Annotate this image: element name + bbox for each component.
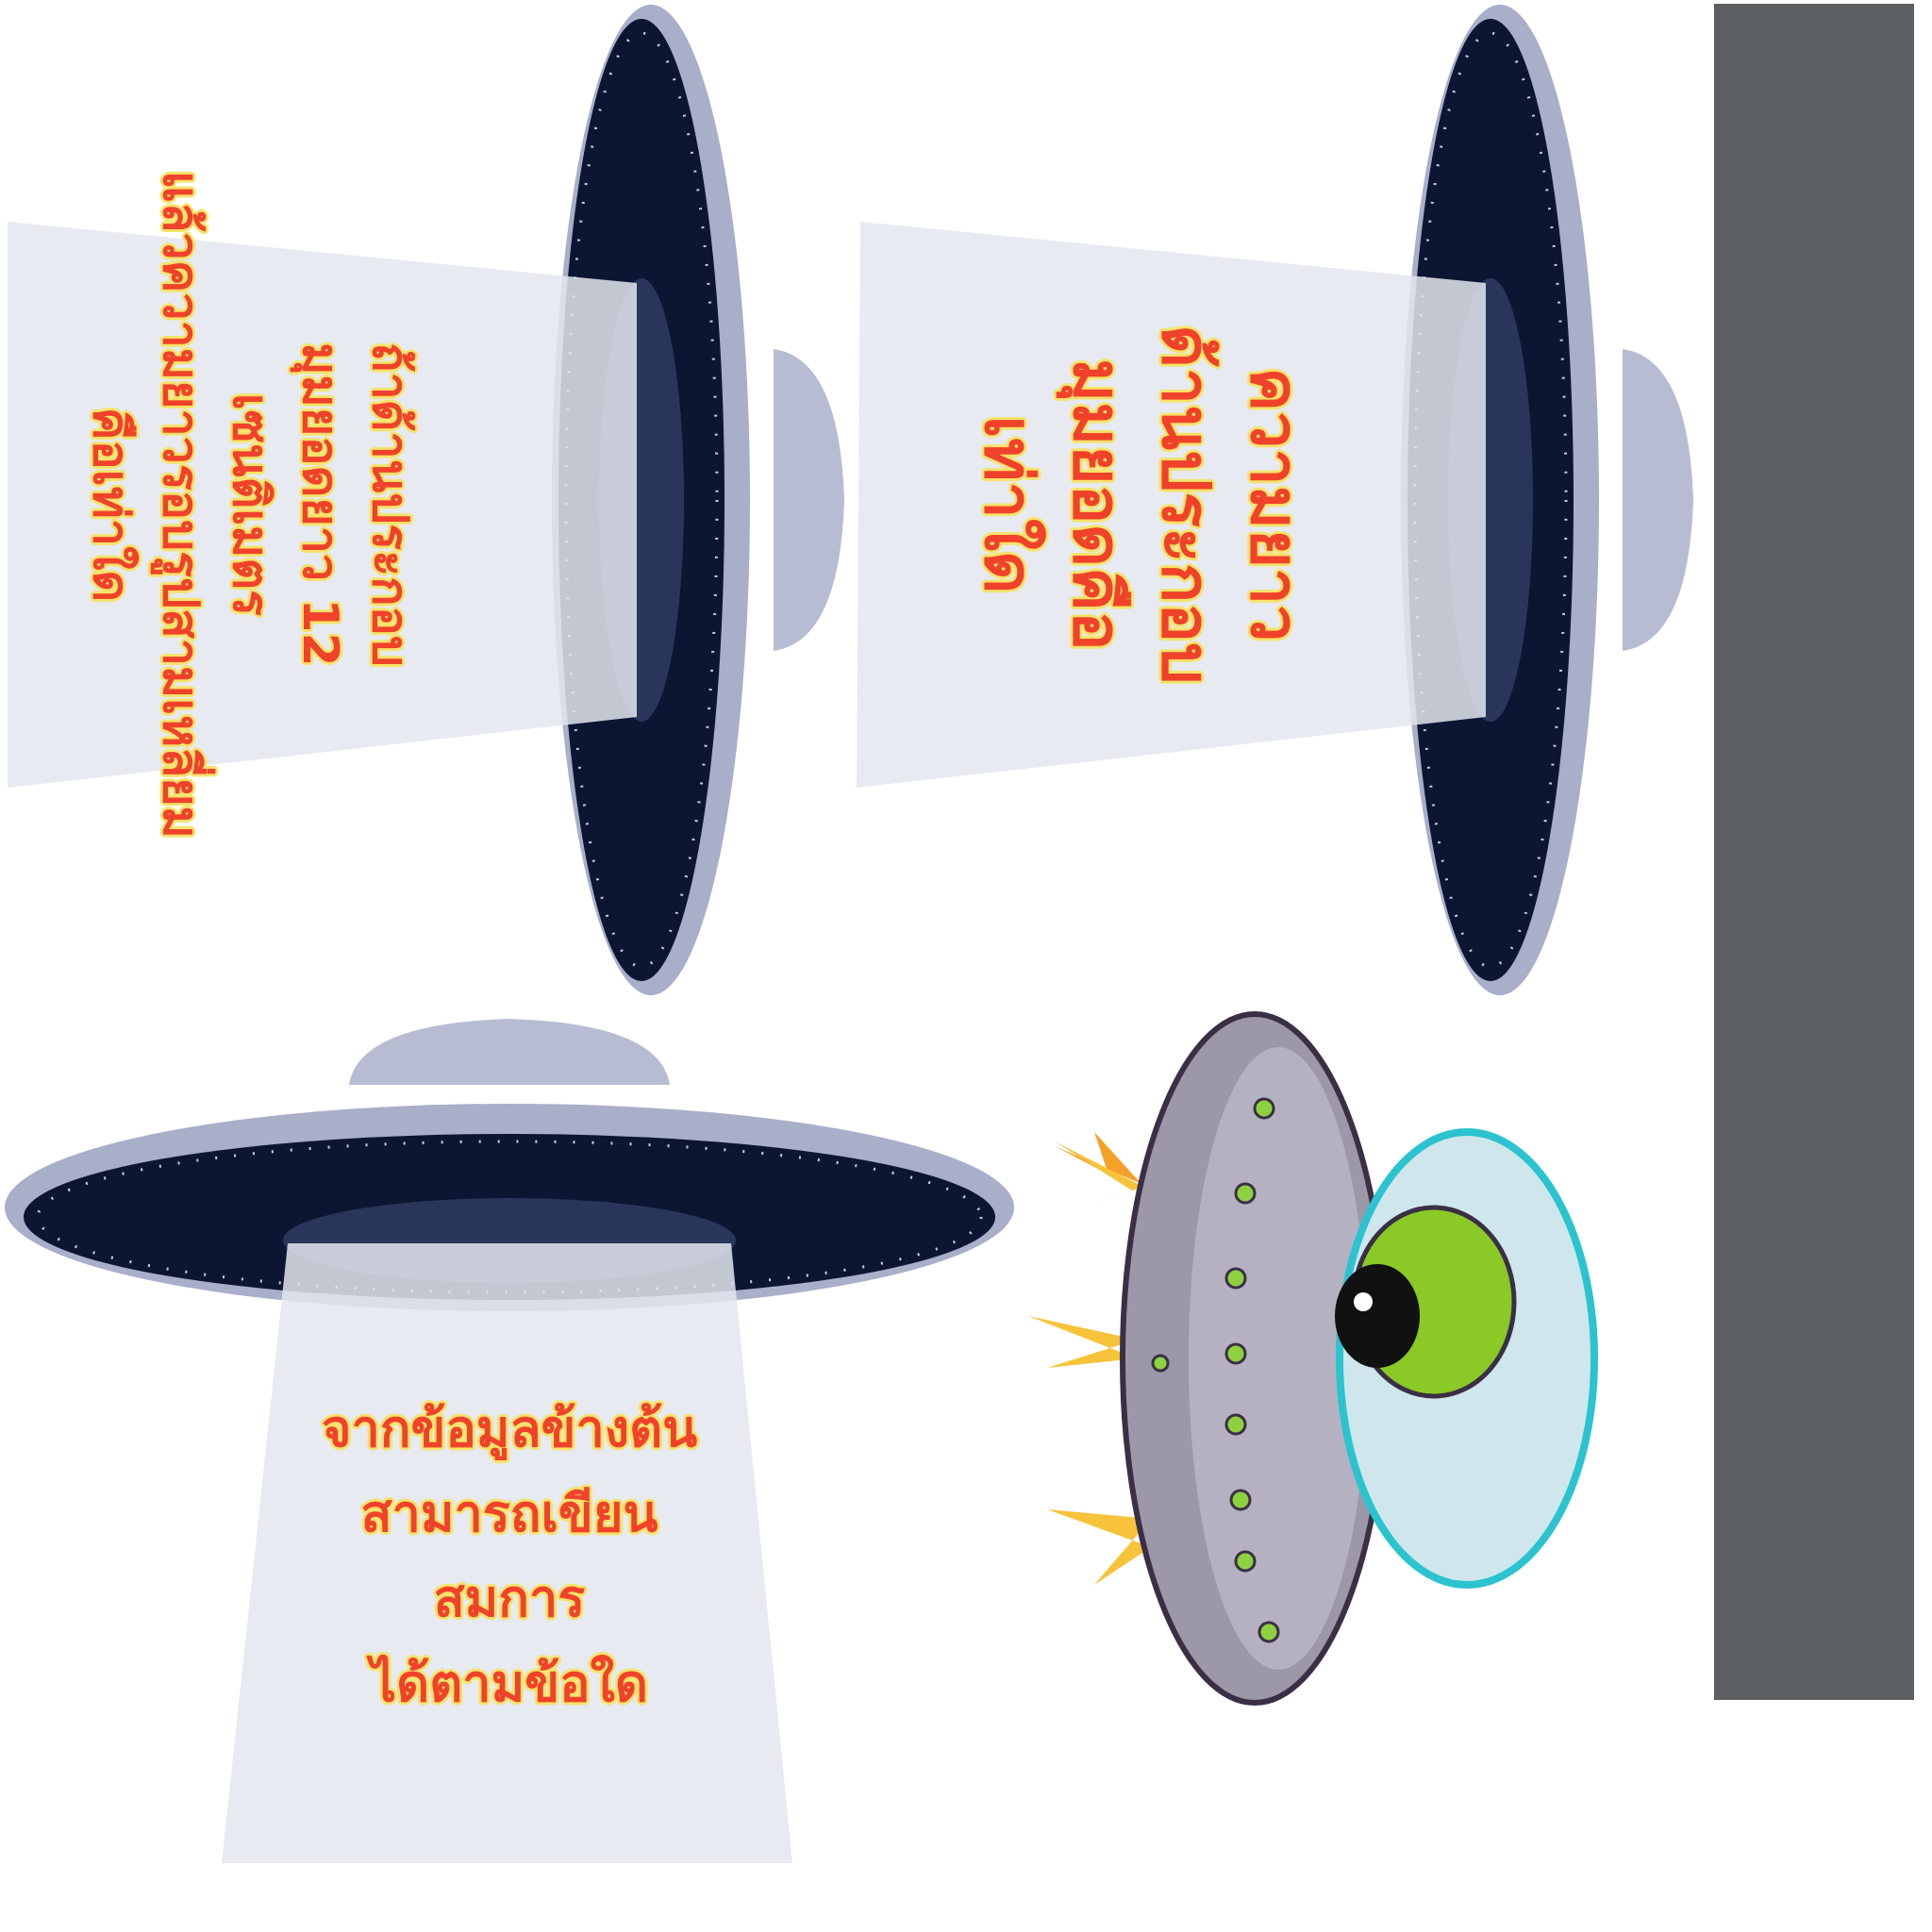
ufo-left-icon <box>8 5 844 995</box>
question-left-line-1: ถ้าด้านประกอบ <box>361 342 418 667</box>
question-left-line-2: มุมยอดยาว 12 <box>291 342 348 667</box>
question-bottom-line-3: สมการ <box>433 1569 586 1628</box>
ufo-bottom-icon <box>5 1019 1014 1863</box>
question-left-line-5: คือเท่าใด <box>82 407 139 603</box>
question-bottom: จากข้อมูลข้างต้น สามารถเขียน สมการ ได้ตา… <box>179 1387 840 1726</box>
question-bottom-line-4: ได้ตามข้อใด <box>371 1654 648 1713</box>
question-left: ถ้าด้านประกอบ มุมยอดยาว 12 เซนติเมตร แล้… <box>82 171 418 839</box>
alien-ufo-icon <box>1028 1011 1598 1706</box>
ufo-middle-icon <box>857 5 1693 995</box>
question-middle: ความยาว ด้านประกอบ มุมยอดคือ เท่าใด <box>970 325 1313 684</box>
question-bottom-line-1: จากข้อมูลข้างต้น <box>321 1399 698 1458</box>
question-middle-line-1: ความยาว <box>1236 367 1313 642</box>
question-middle-line-4: เท่าใด <box>970 415 1047 594</box>
question-middle-line-3: มุมยอดคือ <box>1058 358 1136 651</box>
question-bottom-line-2: สามารถเขียน <box>360 1484 658 1543</box>
question-middle-line-2: ด้านประกอบ <box>1147 325 1224 685</box>
question-left-line-3: เซนติเมตร <box>222 392 278 617</box>
question-left-line-4: แล้วความยาวรอบรูปสามเหลี่ยม <box>152 171 208 839</box>
side-panel-bar <box>1714 4 1914 1700</box>
